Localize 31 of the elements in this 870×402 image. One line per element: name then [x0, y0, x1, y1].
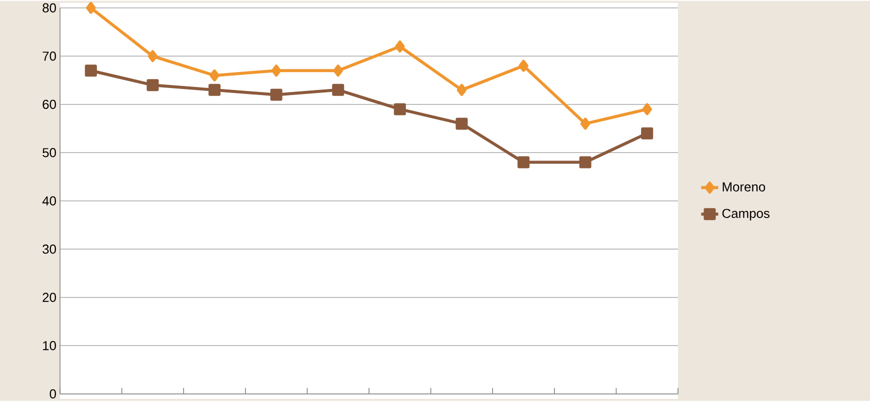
y-tick-label: 80: [42, 3, 56, 13]
legend-label: Campos: [722, 208, 770, 221]
point: [395, 40, 405, 53]
y-tick-label: 0: [50, 389, 56, 399]
y-tick-label: 40: [42, 196, 56, 206]
point: [518, 156, 530, 168]
point: [456, 118, 468, 130]
point: [86, 2, 96, 14]
point: [208, 84, 221, 96]
point: [332, 84, 344, 96]
point: [394, 103, 406, 116]
y-tick-label: 70: [42, 52, 56, 61]
y-tick-label: 20: [42, 292, 56, 302]
point: [270, 88, 282, 101]
point: [641, 127, 654, 140]
y-tick-label: 30: [42, 244, 56, 254]
y-tick-label: 10: [43, 341, 56, 350]
point: [84, 64, 97, 77]
point: [579, 156, 592, 168]
point: [642, 103, 652, 116]
point: [333, 64, 343, 77]
point: [456, 84, 467, 96]
point: [148, 50, 158, 62]
point: [210, 70, 220, 82]
point: [518, 60, 528, 72]
y-tick-label: 50: [42, 148, 56, 158]
point: [580, 118, 590, 130]
point: [271, 64, 282, 77]
y-tick-label: 60: [42, 100, 56, 110]
point: [146, 79, 159, 92]
legend-label: Moreno: [722, 182, 766, 192]
